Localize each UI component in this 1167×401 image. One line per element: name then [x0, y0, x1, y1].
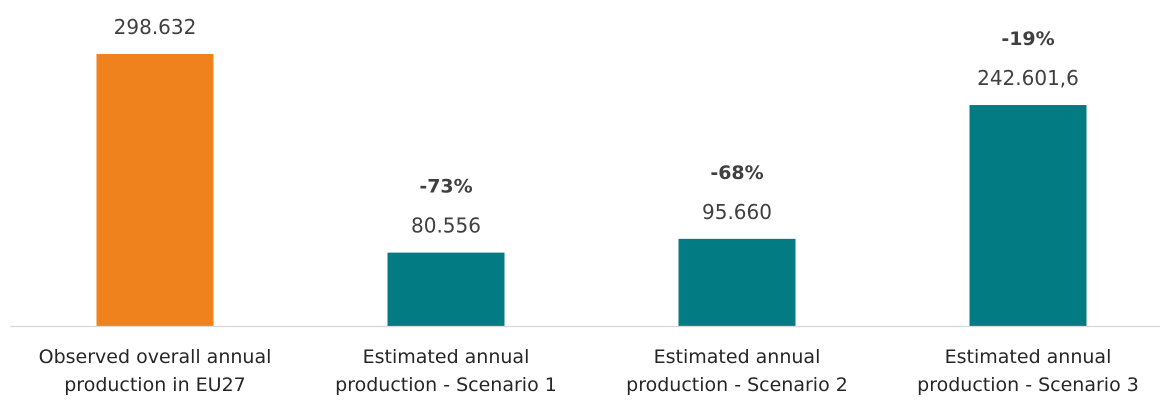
category-label-1-line-2: production in EU27	[64, 374, 246, 396]
labels-group: 298.632 Observed overall annual production…	[39, 15, 1139, 396]
category-label-1-line-1: Observed overall annual	[39, 346, 272, 368]
value-label-1: 298.632	[114, 15, 197, 39]
category-label-4-line-2: production - Scenario 3	[917, 374, 1139, 396]
value-label-2: 80.556	[411, 214, 481, 238]
value-label-3: 95.660	[702, 200, 772, 224]
category-label-2-line-1: Estimated annual	[363, 346, 530, 368]
change-label-2: -73%	[419, 176, 472, 198]
bar-1	[96, 54, 214, 326]
bar-2	[387, 252, 505, 326]
change-label-3: -68%	[710, 162, 763, 184]
bar-4	[969, 105, 1087, 327]
category-label-2-line-2: production - Scenario 1	[335, 374, 557, 396]
value-label-4: 242.601,6	[977, 66, 1079, 90]
category-label-3-line-1: Estimated annual	[654, 346, 821, 368]
bar-3	[678, 238, 796, 326]
change-label-4: -19%	[1001, 28, 1054, 50]
bars-group	[96, 54, 1087, 327]
category-label-3-line-2: production - Scenario 2	[626, 374, 848, 396]
category-label-4-line-1: Estimated annual	[945, 346, 1112, 368]
